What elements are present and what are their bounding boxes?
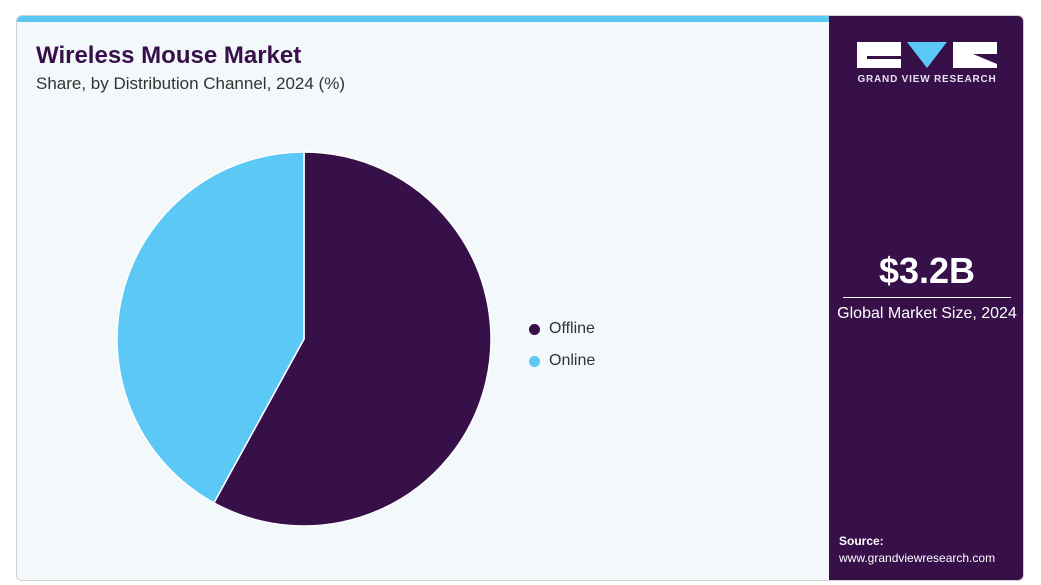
pie-slice-online	[116, 151, 305, 504]
divider	[843, 297, 1011, 298]
pie-chart	[116, 151, 492, 527]
grand-view-research-logo	[857, 42, 997, 68]
market-size-value: $3.2B	[878, 250, 976, 291]
legend-item-online: Online	[529, 345, 595, 377]
pie-slice-offline	[212, 151, 492, 527]
chart-title: Wireless Mouse Market	[36, 42, 302, 69]
source-label: Source:	[839, 534, 884, 548]
legend-dot-online	[529, 355, 540, 367]
chart-card: Wireless Mouse Market Share, by Distribu…	[16, 15, 1024, 581]
source-url[interactable]: www.grandviewresearch.com	[839, 551, 996, 565]
info-panel: GRAND VIEW RESEARCH $3.2B Global Market …	[829, 16, 1023, 580]
market-size-label: Global Market Size, 2024	[837, 305, 1017, 322]
legend-label: Online	[549, 352, 596, 369]
legend-label: Offline	[549, 320, 595, 337]
legend-dot-offline	[529, 323, 540, 335]
logo-text: GRAND VIEW RESEARCH	[857, 74, 997, 85]
legend: Offline Online	[529, 313, 595, 377]
chart-subtitle: Share, by Distribution Channel, 2024 (%)	[36, 74, 345, 93]
accent-bar	[17, 16, 829, 22]
legend-item-offline: Offline	[529, 313, 595, 345]
